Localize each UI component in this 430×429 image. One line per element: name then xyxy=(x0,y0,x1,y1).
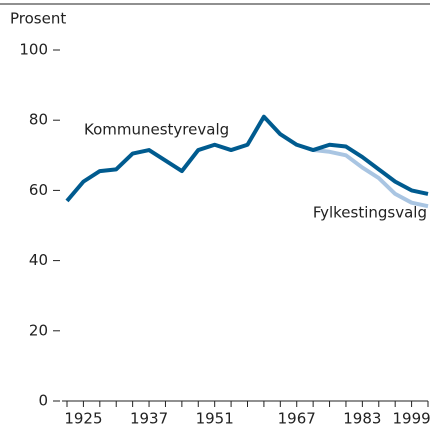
x-tick-label: 1951 xyxy=(196,410,234,426)
x-tick-label: 1937 xyxy=(130,410,168,426)
y-tick-label: 100 xyxy=(19,41,48,59)
y-axis-label: Prosent xyxy=(10,10,66,28)
y-tick-label: 80 xyxy=(29,111,48,129)
series-line xyxy=(312,148,429,209)
x-tick-label: 1925 xyxy=(64,410,102,426)
x-tick-label: 1967 xyxy=(278,410,316,426)
y-tick-label: 60 xyxy=(29,181,48,199)
x-tick-label: 1999 xyxy=(392,410,430,426)
y-tick-label: 40 xyxy=(29,251,48,269)
series-label: Fylkestingsvalg xyxy=(313,204,427,222)
series-label: Kommunestyrevalg xyxy=(84,121,229,139)
y-tick-label: 0 xyxy=(38,392,48,410)
x-tick-label: 1983 xyxy=(343,410,381,426)
series-line xyxy=(65,114,429,203)
y-tick-label: 20 xyxy=(29,321,48,339)
